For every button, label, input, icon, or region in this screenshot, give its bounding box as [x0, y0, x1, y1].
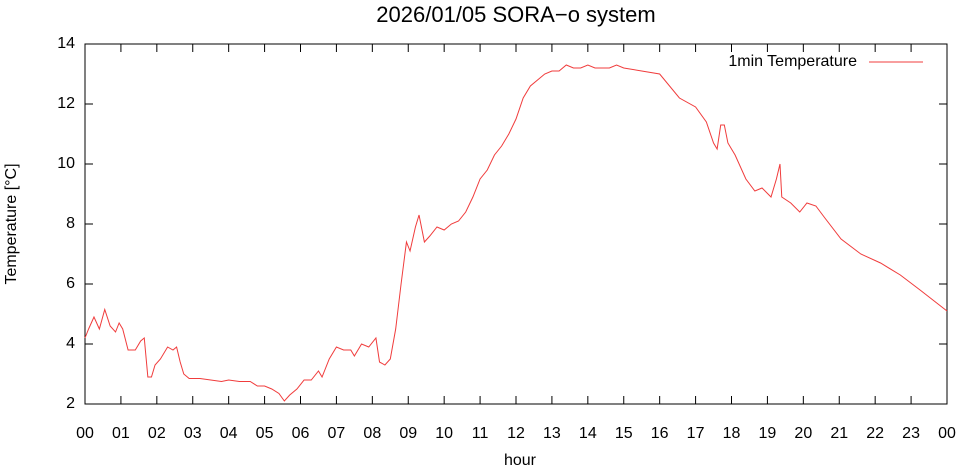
x-tick-label: 02	[148, 425, 166, 442]
x-tick-label: 23	[902, 425, 920, 442]
x-tick-label: 01	[112, 425, 130, 442]
x-tick-label: 14	[579, 425, 597, 442]
x-axis-label: hour	[504, 452, 537, 469]
y-tick-label: 2	[66, 395, 75, 412]
y-tick-label: 8	[66, 215, 75, 232]
x-tick-label: 07	[328, 425, 346, 442]
x-tick-label: 16	[651, 425, 669, 442]
x-tick-label: 08	[363, 425, 381, 442]
x-tick-label: 09	[399, 425, 417, 442]
y-tick-label: 6	[66, 275, 75, 292]
y-tick-label: 12	[57, 95, 75, 112]
x-tick-label: 12	[507, 425, 525, 442]
legend-label: 1min Temperature	[728, 53, 857, 70]
plot-frame	[84, 43, 948, 405]
x-tick-label: 20	[794, 425, 812, 442]
x-tick-label: 00	[76, 425, 94, 442]
x-tick-label: 19	[759, 425, 777, 442]
x-tick-label: 10	[435, 425, 453, 442]
x-tick-label: 03	[184, 425, 202, 442]
x-tick-label: 17	[687, 425, 705, 442]
chart-title: 2026/01/05 SORA−o system	[376, 2, 655, 27]
y-axis-label: Temperature [°C]	[3, 163, 20, 284]
x-tick-label: 21	[830, 425, 848, 442]
x-tick-label: 15	[615, 425, 633, 442]
x-tick-label: 06	[292, 425, 310, 442]
x-tick-label: 13	[543, 425, 561, 442]
x-tick-label: 04	[220, 425, 238, 442]
x-tick-label: 05	[256, 425, 274, 442]
y-tick-label: 10	[57, 155, 75, 172]
temperature-line	[84, 64, 948, 402]
x-tick-label: 00	[938, 425, 956, 442]
x-tick-label: 11	[472, 425, 489, 442]
y-tick-label: 14	[57, 35, 75, 52]
x-tick-label: 18	[723, 425, 741, 442]
x-tick-label: 22	[866, 425, 884, 442]
y-tick-label: 4	[66, 335, 75, 352]
